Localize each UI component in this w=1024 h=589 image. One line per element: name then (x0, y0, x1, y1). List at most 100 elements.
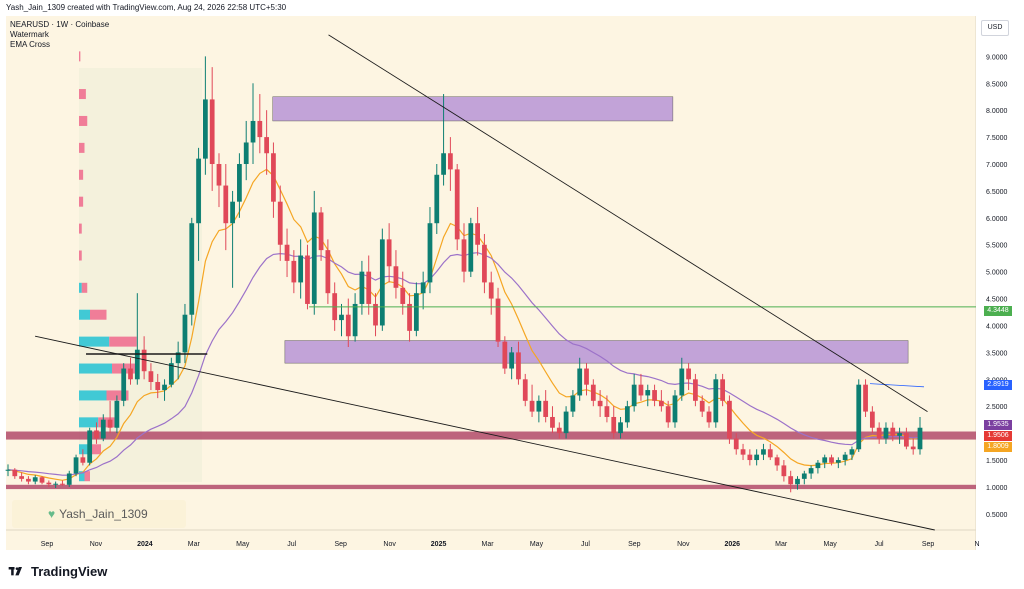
volume-bar-down (79, 51, 81, 62)
candle-down (284, 244, 290, 261)
y-tick-label: 5.5000 (986, 243, 1008, 250)
x-tick-label: Sep (334, 541, 347, 548)
ema-extra-line (869, 383, 925, 388)
price-tag: 1.8009 (984, 442, 1012, 452)
candle-down (141, 349, 147, 372)
candle-up (468, 223, 474, 272)
volume-bar-down (79, 115, 88, 126)
x-tick-label: Mar (775, 541, 788, 548)
candle-down (550, 416, 555, 428)
y-tick-label: 2.5000 (986, 404, 1008, 411)
candle-up (618, 422, 623, 434)
candle-down (529, 400, 535, 412)
candle-down (19, 476, 24, 479)
volume-bar-down (90, 444, 101, 455)
candle-down (727, 400, 732, 439)
candle-down (60, 483, 65, 485)
candle-up (795, 478, 800, 485)
candle-down (863, 384, 868, 412)
candle-up (427, 223, 433, 283)
volume-bar-down (79, 223, 82, 234)
candle-down (80, 457, 86, 463)
chart-header-text: Yash_Jain_1309 created with TradingView.… (6, 3, 287, 12)
candle-down (686, 368, 691, 380)
legend-watermark[interactable]: Watermark (10, 30, 49, 39)
candle-down (706, 411, 712, 423)
tradingview-brand[interactable]: TradingView (8, 564, 107, 579)
candle-down (699, 400, 705, 412)
candle-up (379, 239, 385, 326)
zone-support-band-lower (6, 484, 976, 490)
volume-bar-up (79, 336, 110, 347)
candle-up (175, 352, 181, 364)
candle-up (624, 406, 630, 423)
candle-up (754, 454, 760, 461)
x-tick-label: May (824, 541, 838, 548)
y-tick-label: 6.5000 (986, 189, 1008, 196)
volume-bar-down (81, 282, 88, 293)
candle-down (407, 303, 412, 331)
candle-down (665, 406, 671, 423)
candle-up (243, 142, 249, 165)
chart-legend: NEARUSD · 1W · Coinbase Watermark EMA Cr… (10, 20, 109, 50)
currency-badge[interactable]: USD (981, 20, 1009, 36)
y-tick-label: 8.0000 (986, 108, 1008, 115)
x-tick-label: Jul (581, 541, 590, 548)
candle-up (66, 473, 72, 485)
zone-resistance-top (272, 96, 674, 122)
legend-symbol[interactable]: NEARUSD · 1W · Coinbase (10, 20, 110, 29)
x-tick-label: May (236, 541, 250, 548)
trendline-descending-resistance (328, 34, 928, 412)
candle-down (325, 250, 331, 294)
candle-down (604, 406, 610, 417)
x-tick-label: N (974, 541, 979, 548)
x-tick-label: 2025 (431, 541, 447, 548)
candle-up (32, 477, 38, 482)
candle-down (482, 244, 487, 283)
candle-down (638, 384, 644, 396)
candle-up (352, 303, 358, 337)
candle-up (631, 384, 637, 407)
candle-down (597, 400, 603, 407)
price-tag: 1.9506 (984, 431, 1012, 441)
candle-down (720, 379, 726, 401)
candle-down (366, 271, 372, 304)
volume-bar-up (79, 417, 99, 428)
candle-down (318, 212, 324, 251)
candle-up (87, 430, 93, 463)
candle-down (890, 427, 896, 436)
candle-down (155, 381, 161, 391)
x-tick-label: Nov (677, 541, 690, 548)
candle-down (693, 379, 698, 401)
volume-bar-down (90, 309, 107, 320)
candle-up (196, 158, 201, 224)
candle-up (202, 99, 208, 159)
zone-mid-zone (284, 340, 909, 364)
candle-up (822, 457, 828, 463)
candle-down (733, 438, 739, 450)
chart-area[interactable]: 9.50009.00008.50008.00007.50007.00006.50… (0, 0, 1024, 560)
candle-up (815, 462, 821, 469)
candle-up (237, 164, 242, 202)
volume-bar-down (79, 196, 84, 207)
candle-down (400, 287, 406, 304)
candle-up (563, 411, 569, 434)
candle-up (645, 390, 651, 396)
x-axis: Sep Nov 2024 Mar May Jul Sep Nov 2025 Mar May Jul Se… (41, 541, 980, 548)
candle-down (767, 449, 773, 458)
candle-up (339, 314, 344, 321)
zone-support-band-upper (6, 431, 976, 440)
candle-up (570, 395, 576, 412)
candle-down (216, 164, 222, 186)
legend-ema-cross[interactable]: EMA Cross (10, 40, 51, 49)
candle-down (271, 153, 276, 202)
candle-up (761, 449, 766, 455)
candle-down (94, 430, 99, 439)
volume-bar-down (79, 169, 84, 180)
y-tick-label: 8.5000 (986, 81, 1008, 88)
candle-down (264, 137, 270, 154)
candle-down (448, 153, 453, 170)
y-tick-label: 5.0000 (986, 270, 1008, 277)
candle-down (829, 457, 834, 463)
candle-down (740, 449, 746, 455)
